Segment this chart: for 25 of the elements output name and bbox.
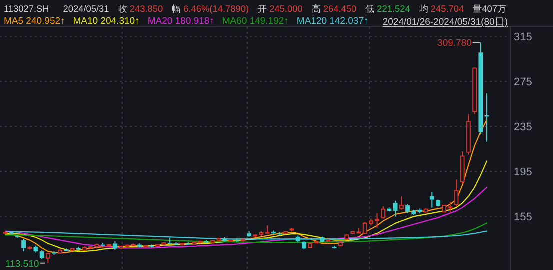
- text: MA60 149.192↑: [222, 16, 289, 27]
- y-tick-label: 315: [514, 32, 532, 44]
- y-tick-label: 195: [514, 166, 532, 179]
- y-tick-label: 235: [514, 122, 532, 134]
- annotation: 2024/01/26-2024/05/31(80日): [382, 17, 508, 28]
- text: 2024/05/31: [63, 4, 110, 14]
- text: 开 245.000: [258, 4, 303, 14]
- y-tick-label: 155: [514, 212, 532, 224]
- text: MA120 142.037↑: [296, 16, 369, 27]
- text: 高 264.450: [312, 4, 357, 14]
- y-tick-label: 275: [514, 76, 532, 89]
- line-series: [4, 186, 488, 249]
- text: MA20 180.918↑: [148, 16, 214, 27]
- annotation: 113.510: [6, 258, 40, 270]
- line-series: [4, 119, 488, 254]
- annotation: 309.780: [438, 38, 472, 50]
- text: MA10 204.310↑: [73, 16, 140, 27]
- text: 收 243.850: [118, 4, 164, 14]
- text: 均 245.704: [418, 4, 464, 14]
- chart-title: 113027.SH: [4, 4, 50, 14]
- text: MA5 240.952↑: [4, 16, 66, 27]
- text: 幅 6.46%(14.7890): [172, 4, 250, 14]
- text: 量407万: [473, 4, 506, 14]
- text: 低 221.524: [366, 4, 410, 14]
- line-series: [4, 160, 488, 252]
